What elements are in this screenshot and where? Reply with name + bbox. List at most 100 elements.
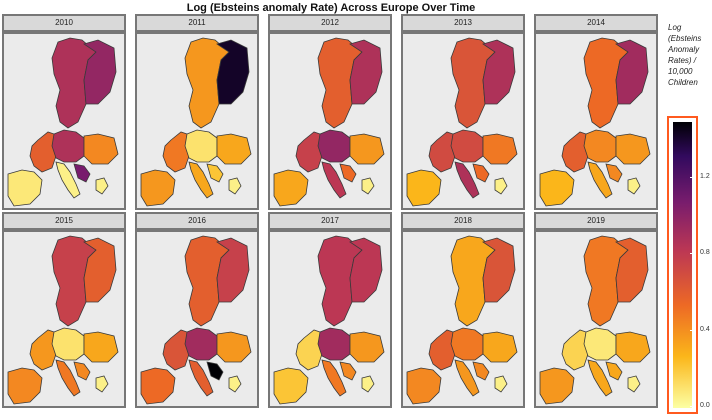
region-balkan [73, 361, 91, 381]
map-svg [406, 235, 518, 405]
facet-strip-label: 2011 [135, 14, 259, 32]
facet-panel-2018: 2018 [401, 212, 525, 408]
region-italy [454, 359, 480, 397]
region-east [349, 133, 385, 165]
facet-map [534, 230, 658, 408]
region-balkan [73, 163, 91, 183]
facet-panel-2015: 2015 [2, 212, 126, 408]
map-svg [7, 37, 119, 207]
region-finland [83, 237, 117, 303]
map-svg [273, 235, 385, 405]
facet-strip-label: 2012 [268, 14, 392, 32]
region-east [216, 133, 252, 165]
legend-gradient [673, 122, 692, 408]
region-greece [627, 375, 641, 393]
region-italy [55, 359, 81, 397]
region-finland [482, 237, 516, 303]
region-italy [55, 161, 81, 199]
region-greece [494, 177, 508, 195]
region-east [615, 133, 651, 165]
facet-panel-2016: 2016 [135, 212, 259, 408]
facet-map [268, 230, 392, 408]
region-iberia [7, 367, 43, 405]
region-central [317, 327, 351, 361]
map-svg [7, 235, 119, 405]
legend-tick-label: 0.4 [700, 325, 710, 333]
region-east [349, 331, 385, 363]
region-central [450, 129, 484, 163]
region-finland [83, 39, 117, 105]
region-greece [228, 375, 242, 393]
region-central [51, 129, 85, 163]
legend-tick-label: 0.0 [700, 402, 710, 409]
legend-tick-mark [690, 253, 694, 255]
region-italy [188, 359, 214, 397]
region-balkan [605, 163, 623, 183]
region-east [482, 133, 518, 165]
region-central [450, 327, 484, 361]
facet-panel-2019: 2019 [534, 212, 658, 408]
map-svg [273, 37, 385, 207]
facet-strip-label: 2010 [2, 14, 126, 32]
chart-title: Log (Ebsteins anomaly Rate) Across Europ… [186, 2, 476, 14]
legend-colorbar [667, 116, 698, 414]
region-finland [615, 237, 649, 303]
region-italy [321, 161, 347, 199]
region-balkan [206, 163, 224, 183]
region-central [184, 129, 218, 163]
map-svg [539, 37, 651, 207]
region-italy [454, 161, 480, 199]
facet-panel-2014: 2014 [534, 14, 658, 210]
facet-map [401, 230, 525, 408]
facet-strip-label: 2017 [268, 212, 392, 230]
region-iberia [406, 169, 442, 207]
region-finland [349, 39, 383, 105]
facet-panel-2011: 2011 [135, 14, 259, 210]
region-iberia [539, 367, 575, 405]
region-central [51, 327, 85, 361]
region-balkan [472, 361, 490, 381]
facet-map [135, 230, 259, 408]
region-iberia [140, 169, 176, 207]
facet-map [135, 32, 259, 210]
facet-panel-2012: 2012 [268, 14, 392, 210]
legend-tick-mark [690, 177, 694, 179]
facet-strip-label: 2014 [534, 14, 658, 32]
facet-strip-label: 2018 [401, 212, 525, 230]
region-balkan [206, 361, 224, 381]
region-greece [494, 375, 508, 393]
facet-map [2, 230, 126, 408]
legend-tick-label: 1.2 [700, 173, 710, 181]
map-svg [539, 235, 651, 405]
region-balkan [605, 361, 623, 381]
region-east [615, 331, 651, 363]
region-finland [216, 39, 250, 105]
map-svg [406, 37, 518, 207]
region-east [83, 133, 119, 165]
region-italy [587, 161, 613, 199]
region-east [216, 331, 252, 363]
region-balkan [339, 361, 357, 381]
region-greece [228, 177, 242, 195]
legend-tick-label: 0.8 [700, 249, 710, 257]
region-east [482, 331, 518, 363]
region-greece [361, 375, 375, 393]
region-iberia [539, 169, 575, 207]
facet-map [401, 32, 525, 210]
region-balkan [339, 163, 357, 183]
region-finland [615, 39, 649, 105]
region-iberia [406, 367, 442, 405]
region-east [83, 331, 119, 363]
region-finland [216, 237, 250, 303]
facet-strip-label: 2015 [2, 212, 126, 230]
region-greece [95, 375, 109, 393]
region-central [184, 327, 218, 361]
facet-panel-2017: 2017 [268, 212, 392, 408]
facet-panel-2010: 2010 [2, 14, 126, 210]
facet-map [534, 32, 658, 210]
region-italy [587, 359, 613, 397]
region-iberia [273, 367, 309, 405]
region-central [317, 129, 351, 163]
region-central [583, 327, 617, 361]
map-svg [140, 37, 252, 207]
